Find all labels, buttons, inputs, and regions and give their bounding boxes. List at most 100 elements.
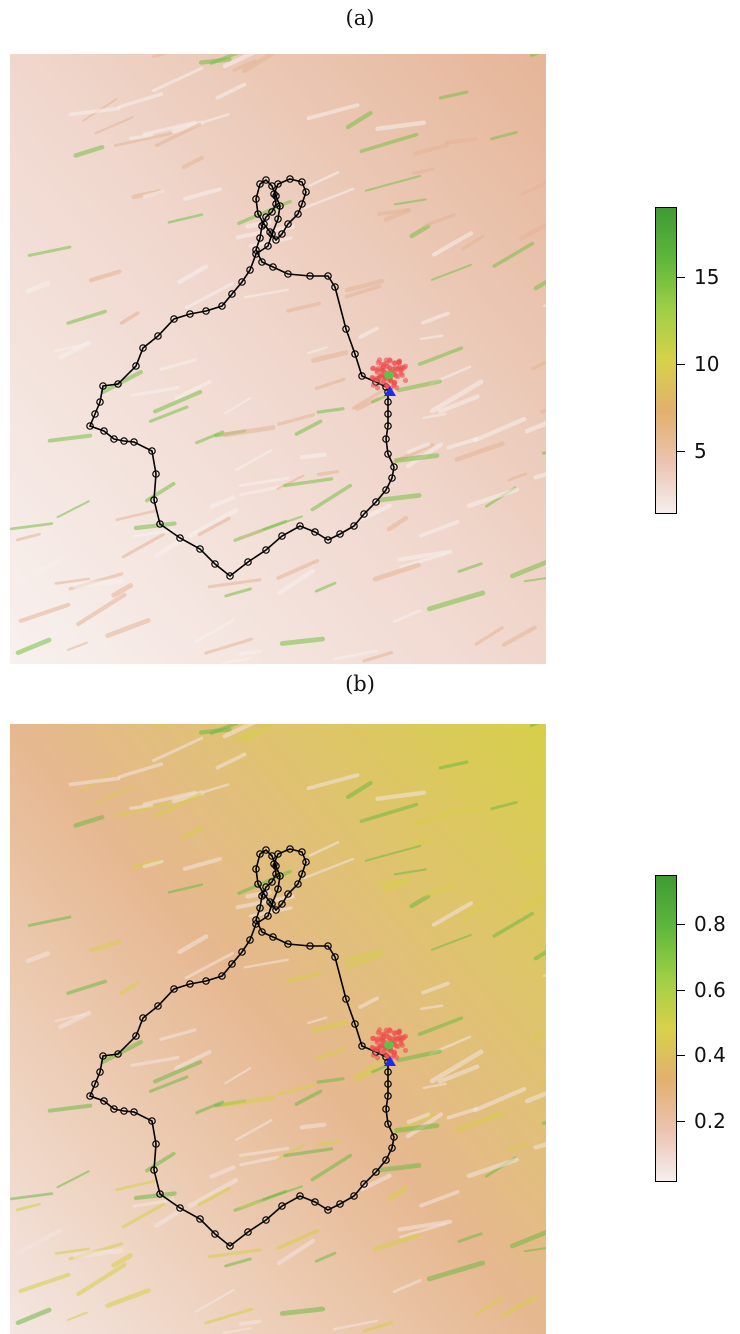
map-b-terrain-ridge (276, 1229, 320, 1250)
map-a-terrain-ridge (344, 278, 385, 293)
map-b-track-point (262, 883, 270, 891)
map-a-track-point (252, 195, 260, 203)
map-a-terrain-ridge (207, 578, 262, 589)
map-b-svg (10, 724, 546, 1334)
map-a-terrain-ridge (307, 346, 328, 355)
map-b-terrain-ridge (446, 1107, 478, 1120)
map-a-track-point (246, 266, 254, 274)
colorbar-a-tick (677, 363, 685, 365)
map-b-terrain-ridge (119, 981, 140, 995)
map-a-terrain-ridge (466, 487, 519, 509)
map-b-estimate-point (376, 1027, 383, 1033)
map-b-estimate-point (377, 1042, 384, 1049)
map-a-terrain-ridge (18, 602, 71, 623)
colorbar-b-tick-label: 0.8 (694, 912, 726, 937)
map-a-terrain-ridge (283, 477, 334, 488)
map-b-terrain-ridge (431, 901, 474, 927)
map-b-terrain-ridge (142, 790, 197, 806)
map-b-terrain-ridge (307, 1016, 328, 1025)
map-a-track-point (342, 325, 350, 333)
map-b-terrain-ridge (129, 803, 154, 811)
map-b-terrain-ridge (54, 1247, 90, 1255)
map-b-track-point (156, 1190, 164, 1198)
map-b-terrain-ridge (399, 1222, 448, 1239)
map-b-track-point (324, 1206, 332, 1214)
map-b-terrain-ridge (306, 773, 360, 791)
map-b-terrain-ridge (66, 1311, 88, 1321)
map-b-terrain-ridge (148, 1075, 189, 1093)
map-b-track-point (351, 1020, 359, 1028)
colorbar-b-tick (677, 1055, 685, 1057)
map-b-track-point (238, 948, 246, 956)
map-b-terrain-ridge (239, 1155, 280, 1167)
map-a-terrain-ridge (383, 207, 412, 222)
map-a-terrain-ridge (187, 508, 239, 538)
map-b-terrain-ridge (235, 894, 295, 910)
map-b-terrain-ridge (18, 1272, 71, 1293)
map-a-track-point (284, 220, 292, 228)
map-b-terrain-ridge (420, 1004, 444, 1011)
map-b-terrain-ridge (117, 762, 164, 779)
map-a-track-point (264, 242, 272, 250)
map-a-terrain-ridge (88, 269, 122, 283)
map-a-terrain-ridge (314, 581, 337, 593)
map-b-terrain-ridge (66, 979, 108, 995)
map-a-terrain-ridge (117, 92, 164, 109)
map-a-terrain-ridge (530, 360, 546, 371)
map-a-terrain-ridge (422, 412, 447, 419)
map-b-terrain-ridge (222, 724, 256, 739)
map-a-terrain-ridge (472, 417, 527, 443)
map-a-track-point (336, 530, 344, 538)
map-a-terrain-ridge (232, 59, 257, 72)
panel-b-label: (b) (345, 672, 375, 696)
map-a-terrain-ridge (58, 340, 92, 360)
map-b-estimate-point (374, 1039, 380, 1045)
map-b-terrain-ridge (311, 1020, 349, 1033)
map-a-terrain-ridge (392, 609, 422, 624)
map-a-terrain-ridge (66, 309, 108, 325)
map-a-terrain-ridge (184, 281, 235, 310)
map-a-terrain-ridge (215, 82, 247, 100)
map-b-terrain-ridge (279, 1306, 326, 1316)
map-b-terrain-ridge (111, 1253, 133, 1268)
map-b-terrain-ridge (397, 1219, 453, 1232)
map-a-terrain-ridge (202, 113, 230, 124)
map-b-track-point (264, 912, 272, 920)
map-a-terrain-ridge (174, 380, 212, 401)
map-a-terrain-ridge (345, 110, 373, 130)
map-a-terrain-ridge (521, 180, 546, 196)
map-a-track-point (372, 498, 380, 506)
map-b-terrain-ridge (533, 949, 546, 961)
map-a-track-point (238, 278, 246, 286)
map-a-terrain-ridge (316, 469, 340, 477)
map-a-track-point (132, 362, 140, 370)
map-b-terrain-ridge (133, 1191, 177, 1201)
map-b-terrain-ridge (132, 1198, 175, 1208)
map-b-track-point (296, 1192, 304, 1200)
map-a-terrain-ridge (420, 334, 444, 341)
map-a-terrain-ridge (195, 430, 225, 445)
map-a-track-point (202, 307, 210, 315)
map-a-terrain-ridge (314, 377, 346, 391)
map-a-terrain-ridge (167, 213, 204, 224)
map-a-terrain-ridge (308, 171, 340, 187)
map-a-track-point (360, 510, 368, 518)
map-a-track-point (262, 213, 270, 221)
map-a-terrain-ridge (15, 637, 52, 656)
map-b-track-point (268, 900, 276, 908)
map-b-terrain-ridge (121, 1202, 165, 1229)
map-b-terrain-ridge (533, 1142, 546, 1150)
map-b-terrain-ridge (277, 1083, 316, 1096)
map-a-terrain-ridge (94, 116, 134, 135)
map-a-track-point (350, 522, 358, 530)
map-b-terrain-ridge (177, 934, 209, 955)
map-b-estimate-point (372, 1047, 378, 1053)
map-b-estimate-point (402, 1033, 409, 1039)
map-a-terrain-ridge (113, 132, 173, 147)
map-b-estimate-point (399, 1042, 406, 1048)
map-b-terrain-ridge (276, 1144, 305, 1160)
map-a-track-point (100, 427, 108, 435)
map-b-track-point (278, 1202, 286, 1210)
map-a-terrain-background (10, 54, 546, 664)
map-a-start-triangle (384, 386, 396, 396)
